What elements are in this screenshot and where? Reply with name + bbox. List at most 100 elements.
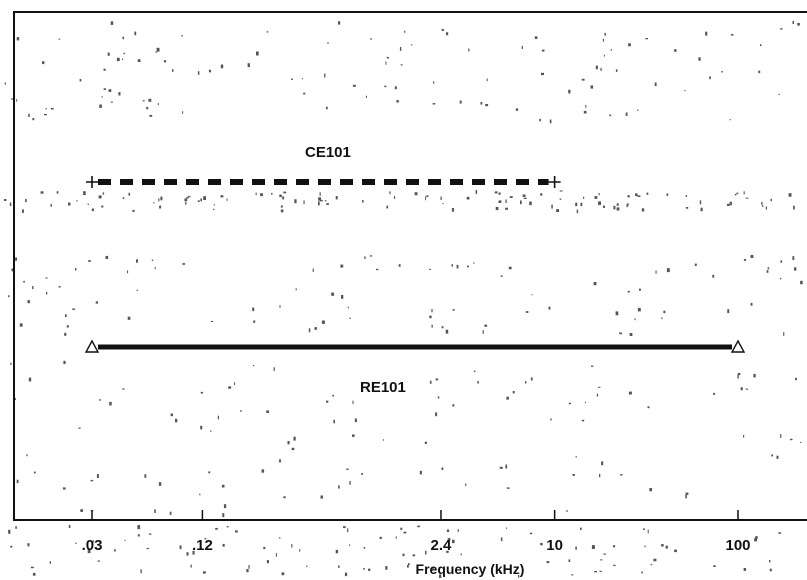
scan-speck — [124, 539, 126, 541]
scan-speck — [326, 203, 329, 205]
scan-speck — [347, 306, 349, 309]
scan-speck — [699, 200, 702, 205]
scan-speck — [771, 454, 774, 457]
scan-speck — [506, 396, 509, 400]
scan-speck — [753, 373, 756, 378]
scan-speck — [398, 264, 401, 267]
scan-speck — [63, 360, 66, 365]
scan-speck — [628, 43, 631, 47]
scan-speck — [253, 320, 256, 323]
scan-speck — [346, 468, 349, 470]
scan-speck — [75, 542, 77, 544]
scan-speck — [641, 571, 643, 574]
scan-speck — [441, 326, 444, 329]
scan-speck — [22, 209, 24, 213]
scan-speck — [437, 396, 440, 399]
scan-speck — [46, 292, 48, 295]
scan-speck — [540, 193, 543, 196]
scan-speck — [83, 191, 86, 196]
scan-speck — [58, 286, 61, 288]
scan-speck — [155, 51, 157, 53]
scan-speck — [441, 467, 444, 470]
scan-speck — [127, 316, 131, 320]
scan-speck — [363, 568, 365, 570]
scan-speck — [661, 544, 664, 547]
scan-speck — [326, 106, 328, 110]
scan-speck — [385, 566, 388, 570]
scan-speck — [279, 305, 281, 308]
scan-speck — [122, 197, 125, 199]
scan-speck — [548, 306, 551, 310]
scan-speck — [395, 536, 397, 539]
scan-speck — [575, 202, 578, 207]
scan-speck — [32, 572, 36, 576]
scan-speck — [136, 289, 138, 291]
scan-speck — [389, 191, 391, 195]
scan-speck — [685, 207, 689, 209]
scan-speck — [609, 114, 612, 117]
scan-speck — [169, 511, 172, 515]
scan-speck — [729, 119, 731, 121]
scan-speck — [107, 52, 110, 56]
scan-speck — [335, 196, 338, 200]
scan-speck — [182, 263, 186, 265]
scan-speck — [175, 418, 178, 423]
scan-speck — [385, 61, 387, 65]
scan-speck — [792, 256, 795, 260]
scan-speck — [184, 198, 188, 202]
scan-speck — [698, 57, 701, 61]
scan-speck — [603, 54, 605, 57]
scan-speck — [760, 44, 762, 47]
scan-speck — [419, 470, 422, 475]
scan-speck — [349, 481, 351, 485]
scan-speck — [179, 545, 182, 550]
scan-speck — [661, 317, 663, 320]
scan-speck — [585, 105, 587, 108]
scan-speck — [399, 47, 402, 51]
scan-speck — [149, 114, 153, 117]
scan-speck — [568, 402, 571, 405]
scan-speck — [158, 198, 160, 202]
scan-speck — [333, 419, 335, 424]
scan-speck — [428, 268, 431, 270]
scan-speck — [23, 280, 25, 283]
scan-speck — [452, 539, 455, 544]
scan-speck — [62, 487, 66, 490]
scan-speck — [498, 200, 502, 203]
scan-speck — [559, 190, 563, 192]
scan-speck — [745, 388, 749, 390]
scan-speck — [477, 380, 479, 384]
scan-speck — [615, 311, 619, 316]
scan-speck — [10, 362, 12, 365]
scan-speck — [572, 474, 575, 476]
scan-speck — [525, 311, 529, 313]
scan-speck — [460, 553, 462, 556]
scan-speck — [266, 410, 270, 413]
x-tick-label: .03 — [82, 537, 103, 554]
scan-speck — [566, 510, 568, 512]
scan-speck — [87, 203, 89, 205]
scan-speck — [32, 118, 35, 121]
scan-speck — [200, 198, 202, 202]
plus-point-marker — [86, 176, 98, 188]
scan-speck — [400, 64, 403, 66]
scan-noise — [4, 20, 803, 578]
scan-speck — [596, 393, 599, 397]
scan-speck — [431, 324, 433, 328]
scan-speck — [505, 199, 507, 203]
scan-speck — [144, 474, 147, 478]
scan-speck — [252, 365, 255, 367]
scan-speck — [291, 78, 293, 80]
scan-speck — [626, 203, 628, 208]
scan-speck — [49, 561, 51, 564]
scan-speck — [628, 391, 632, 395]
scan-speck — [33, 471, 36, 474]
scan-speck — [44, 113, 47, 116]
scan-speck — [186, 552, 189, 556]
scan-speck — [263, 546, 266, 550]
scan-speck — [78, 427, 81, 429]
scan-speck — [287, 441, 290, 445]
scan-speck — [737, 375, 739, 379]
scan-speck — [468, 48, 470, 52]
scan-speck — [452, 404, 455, 407]
